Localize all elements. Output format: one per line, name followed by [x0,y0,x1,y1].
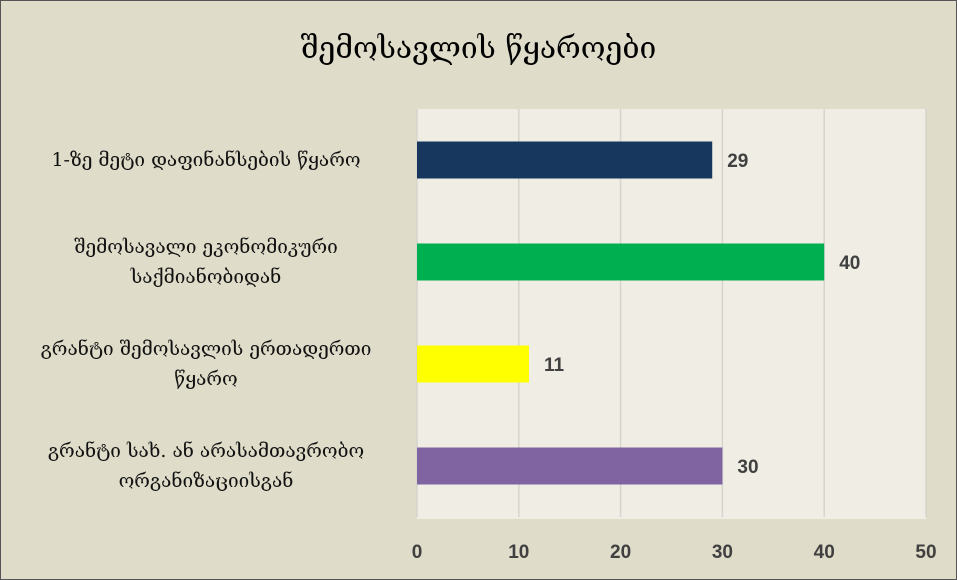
data-label: 30 [737,457,758,478]
bar [417,345,529,383]
y-tick-label: გრანტი სახ. ან არასამთავრობო ორგანიზაციი… [47,440,365,492]
x-tick-label: 30 [712,542,733,563]
bar [417,447,723,485]
x-tick-label: 20 [610,542,631,563]
data-label: 29 [727,151,748,172]
y-tick-label: გრანტი შემოსავლის ერთადერთი წყარო [40,338,372,390]
x-tick-label: 10 [508,542,529,563]
y-tick-label: შემოსავალი ეკონომიკური საქმიანობიდან [74,236,338,288]
bar [417,243,825,281]
x-tick-label: 40 [814,542,835,563]
x-tick-label: 50 [915,542,936,563]
chart-title: შემოსავლის წყაროები [300,31,657,66]
bar [417,141,713,179]
x-tick-label: 0 [412,542,423,563]
data-label: 40 [839,253,860,274]
y-tick-label: 1-ზე მეტი დაფინანსების წყარო [51,149,361,171]
data-label: 11 [544,355,565,376]
